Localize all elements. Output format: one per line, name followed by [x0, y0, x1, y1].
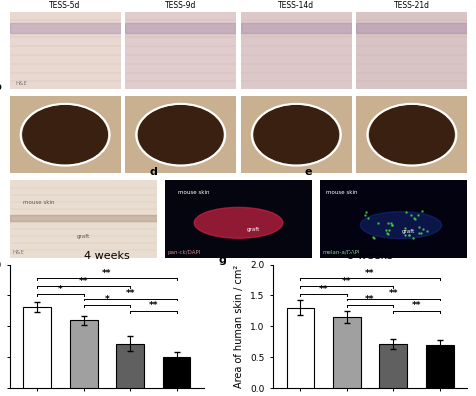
Text: **: **: [149, 301, 158, 310]
Text: **: **: [125, 289, 135, 298]
Bar: [116, 344, 144, 388]
Text: graft: graft: [246, 227, 259, 232]
Bar: [10, 215, 157, 221]
Text: H&E: H&E: [12, 250, 24, 255]
Bar: [162, 357, 190, 388]
Text: **: **: [102, 268, 111, 278]
Text: **: **: [411, 301, 420, 310]
Bar: [332, 317, 360, 388]
Bar: [240, 23, 351, 34]
Title: 8 weeks: 8 weeks: [347, 251, 392, 261]
Text: d: d: [149, 167, 158, 177]
Text: mouse skin: mouse skin: [23, 200, 55, 204]
Bar: [425, 345, 453, 388]
Circle shape: [254, 105, 338, 164]
Text: **: **: [387, 289, 397, 298]
Text: mouse skin: mouse skin: [178, 190, 209, 195]
Y-axis label: Area of human skin / cm²: Area of human skin / cm²: [234, 265, 244, 388]
Text: TESS-9d: TESS-9d: [165, 1, 196, 10]
Bar: [378, 344, 407, 388]
Text: mouse skin: mouse skin: [326, 190, 357, 195]
Bar: [286, 308, 314, 388]
Text: graft: graft: [401, 229, 414, 234]
Text: pan-ck/DAPI: pan-ck/DAPI: [167, 250, 200, 255]
Text: **: **: [365, 295, 374, 304]
Bar: [10, 23, 120, 34]
Text: b: b: [0, 82, 1, 92]
Bar: [125, 23, 236, 34]
Text: **: **: [341, 277, 351, 286]
Ellipse shape: [194, 208, 282, 238]
Text: TESS-5d: TESS-5d: [50, 1, 80, 10]
Text: melan-a/DAPI: melan-a/DAPI: [322, 250, 359, 255]
Text: e: e: [304, 167, 312, 177]
Text: *: *: [104, 295, 109, 304]
Text: *: *: [58, 285, 63, 294]
Text: TESS-21d: TESS-21d: [393, 1, 429, 10]
Ellipse shape: [359, 211, 441, 239]
Text: **: **: [318, 285, 327, 294]
Bar: [69, 320, 98, 388]
Circle shape: [369, 105, 453, 164]
Text: TESS-14d: TESS-14d: [278, 1, 314, 10]
Text: H&E: H&E: [15, 81, 27, 86]
Text: **: **: [365, 268, 374, 278]
Circle shape: [23, 105, 107, 164]
Text: g: g: [218, 255, 226, 265]
Text: graft: graft: [77, 234, 90, 239]
Bar: [23, 307, 51, 388]
Circle shape: [138, 105, 222, 164]
Text: **: **: [79, 277, 89, 286]
Title: 4 weeks: 4 weeks: [84, 251, 129, 261]
Bar: [356, 23, 466, 34]
